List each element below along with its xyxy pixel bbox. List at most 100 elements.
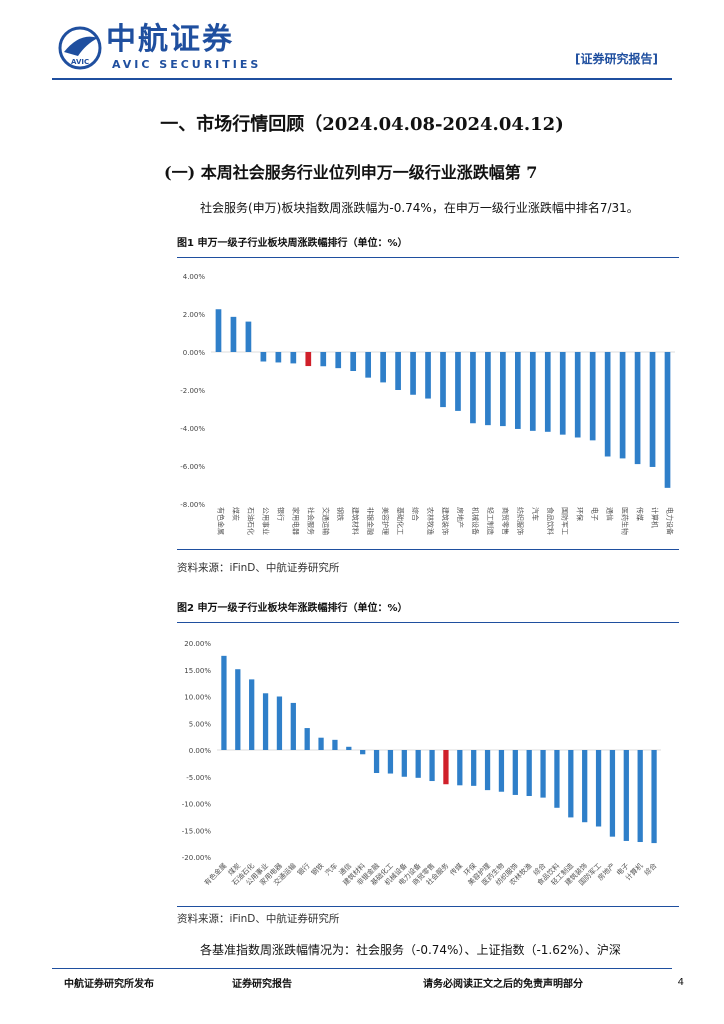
footer-divider: [52, 968, 672, 969]
chart1-y-tick-label: -8.00%: [180, 501, 205, 509]
chart1-category-label: 机械设备: [471, 507, 480, 535]
chart1-bar: [365, 352, 372, 378]
chart2-bar: [249, 679, 255, 750]
chart1-category-label: 钢铁: [336, 507, 345, 521]
chart2-bar: [568, 750, 574, 818]
chart2-bar: [457, 750, 463, 786]
chart1-bar: [395, 352, 401, 390]
body-paragraph-1: 社会服务(申万)板块指数周涨跌幅为-0.74%，在申万一级行业涨跌幅中排名7/3…: [200, 201, 639, 215]
chart2-bar: [526, 750, 532, 797]
body-paragraph-2: 各基准指数周涨跌幅情况为：社会服务（-0.74%）、上证指数（-1.62%）、沪…: [200, 943, 621, 957]
chart1-category-label: 有色金属: [216, 507, 225, 535]
chart1-bar: [619, 352, 626, 459]
chart2-bar: [235, 669, 241, 750]
chart1-category-label: 通信: [606, 507, 615, 521]
report-type-tag: [证券研究报告]: [575, 52, 658, 66]
chart2-bar: [609, 750, 616, 837]
chart1-category-label: 传媒: [636, 507, 645, 521]
chart1-bar: [305, 352, 312, 367]
chart1-bar: [604, 352, 611, 457]
chart2-y-tick-label: 20.00%: [184, 640, 211, 648]
chart1-y-tick-label: -6.00%: [180, 463, 205, 471]
chart1-bar: [425, 352, 431, 399]
chart2-category-label: 钢铁: [309, 861, 325, 877]
figure2-title: 图2 申万一级子行业板块年涨跌幅排行（单位：%）: [177, 603, 408, 614]
chart1-bar: [245, 321, 252, 352]
chart1-category-label: 农林牧渔: [426, 507, 435, 535]
chart2-category-label: 综合: [642, 861, 658, 877]
section-title: 一、市场行情回顾（2024.04.08-2024.04.12): [160, 114, 564, 135]
chart2-bar: [595, 750, 602, 827]
chart1-category-label: 纺织服饰: [516, 507, 525, 535]
chart2-bar: [332, 739, 338, 750]
chart1-bar: [649, 352, 656, 467]
chart1-bar: [410, 352, 416, 395]
chart1-category-label: 交通运输: [321, 507, 330, 535]
chart1-bar: [589, 352, 596, 441]
chart2-bar: [623, 750, 629, 841]
chart1-bar: [544, 352, 551, 432]
logo-english-name: AVIC SECURITIES: [112, 58, 262, 71]
chart1-category-label: 综合: [411, 507, 420, 521]
chart1-bar: [485, 352, 491, 426]
page-number: 4: [677, 977, 684, 988]
chart1-category-label: 美容护理: [381, 507, 390, 535]
chart1-category-label: 建筑材料: [351, 507, 360, 535]
chart1-bar: [500, 352, 506, 427]
chart1-category-label: 食品饮料: [546, 507, 555, 535]
chart1-bar: [350, 352, 357, 371]
figure1-bar-chart: 4.00% 2.00% 0.00% -2.00% -4.00% -6.00% -8.00% 有…: [180, 273, 675, 535]
figure1-bottom-rule: [177, 549, 679, 550]
chart2-bar: [484, 750, 491, 791]
chart1-category-label: 环保: [576, 507, 585, 521]
chart1-category-label: 汽车: [531, 507, 540, 521]
chart1-category-label: 家用电器: [291, 507, 300, 535]
chart1-bar: [455, 352, 461, 411]
chart1-category-label: 社会服务: [306, 507, 315, 535]
chart1-category-label: 煤炭: [231, 507, 240, 521]
chart2-bar: [637, 750, 643, 843]
chart2-y-tick-label: -15.00%: [182, 827, 212, 835]
chart2-bar: [221, 655, 227, 750]
figure1-source: 资料来源：iFinD、中航证券研究所: [177, 562, 340, 574]
chart1-category-label: 公用事业: [261, 507, 270, 535]
chart2-category-label: 银行: [295, 861, 311, 877]
chart2-bar: [651, 750, 657, 844]
chart2-bar: [290, 702, 296, 750]
chart1-category-label: 非银金融: [366, 507, 375, 535]
chart2-y-tick-label: 0.00%: [189, 747, 212, 755]
chart2-category-label: 有色金属: [202, 861, 228, 887]
figure1-title: 图1 申万一级子行业板块周涨跌幅排行（单位：%）: [177, 238, 408, 249]
chart1-bar: [215, 309, 222, 352]
chart1-category-label: 电子: [591, 507, 600, 521]
chart1-bar: [440, 352, 446, 408]
chart1-bar: [664, 352, 671, 488]
chart2-bar: [540, 750, 546, 798]
chart2-bar: [401, 750, 407, 777]
chart2-y-tick-label: -20.00%: [182, 854, 212, 862]
chart1-bar: [290, 352, 297, 364]
chart2-y-tick-label: -5.00%: [186, 774, 211, 782]
chart2-bar: [262, 693, 269, 750]
chart2-y-tick-label: -10.00%: [182, 801, 212, 809]
chart2-bar: [373, 750, 380, 774]
chart1-bar: [634, 352, 641, 465]
chart2-y-tick-label: 5.00%: [189, 720, 212, 728]
chart1-category-label: 房地产: [456, 507, 465, 528]
chart2-y-tick-label: 15.00%: [184, 667, 211, 675]
chart2-bar: [582, 750, 588, 823]
chart1-bar: [514, 352, 521, 429]
chart1-category-label: 轻工制造: [486, 507, 495, 535]
chart1-category-label: 石油石化: [246, 507, 255, 535]
chart1-category-label: 电力设备: [666, 507, 675, 535]
chart2-bar: [415, 750, 421, 778]
chart2-bar: [498, 750, 505, 792]
chart2-bar: [318, 737, 324, 750]
footer-report-type: 证券研究报告: [232, 979, 292, 990]
figure1-top-rule: [177, 257, 679, 258]
chart1-bar: [335, 352, 342, 369]
chart2-bar: [276, 696, 283, 750]
chart1-bar: [380, 352, 386, 383]
logo-mark-text: AVIC: [71, 58, 89, 66]
chart2-bar: [471, 750, 477, 786]
